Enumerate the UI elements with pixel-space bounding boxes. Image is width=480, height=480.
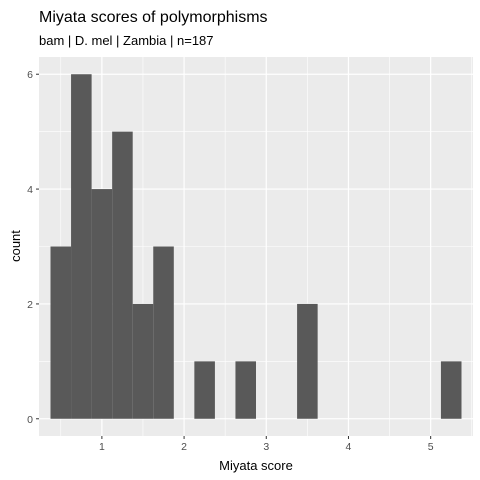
histogram-bar xyxy=(235,361,256,419)
histogram-bar xyxy=(71,74,92,419)
histogram-bar xyxy=(112,131,133,419)
histogram-bar xyxy=(50,246,72,419)
x-tick-label: 5 xyxy=(428,441,434,453)
y-axis-ticks: 0 2 4 6 xyxy=(27,69,39,426)
x-axis-ticks: 1 2 3 4 5 xyxy=(99,436,434,453)
histogram-bar xyxy=(440,361,462,419)
y-axis-title: count xyxy=(8,230,23,262)
x-tick-label: 2 xyxy=(181,441,187,453)
histogram-bar xyxy=(91,189,113,419)
y-tick-label: 0 xyxy=(27,414,33,426)
x-tick-label: 4 xyxy=(346,441,352,453)
x-tick-label: 3 xyxy=(263,441,269,453)
histogram-bar xyxy=(297,303,318,419)
histogram-bar xyxy=(194,361,215,419)
y-tick-label: 6 xyxy=(27,69,33,81)
y-tick-label: 2 xyxy=(27,299,33,311)
histogram-bar xyxy=(153,246,174,419)
x-tick-label: 1 xyxy=(99,441,105,453)
histogram-bars xyxy=(50,74,462,419)
x-axis-title: Miyata score xyxy=(219,458,293,473)
chart-title: Miyata scores of polymorphisms xyxy=(39,9,268,26)
histogram-bar xyxy=(132,303,154,419)
y-tick-label: 4 xyxy=(27,184,33,196)
chart-subtitle: bam | D. mel | Zambia | n=187 xyxy=(39,33,214,48)
